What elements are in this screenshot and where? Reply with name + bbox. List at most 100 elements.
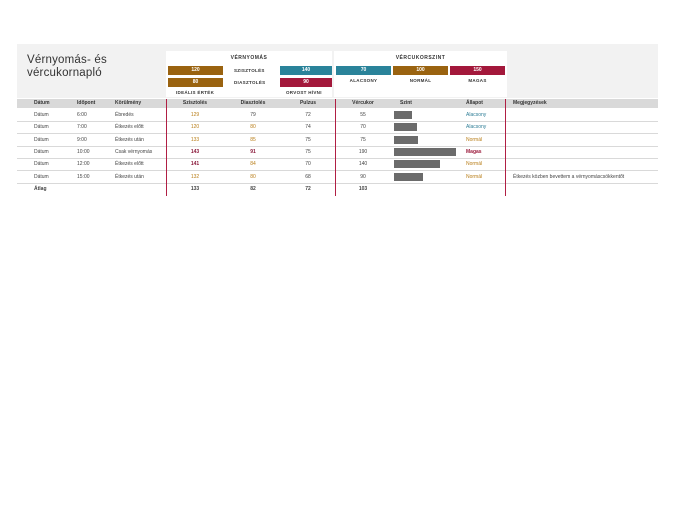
average-label: Átlag <box>34 186 47 192</box>
glucose-low-chip[interactable]: 70 <box>336 66 391 75</box>
col-systolic[interactable]: Szisztolés <box>182 100 208 106</box>
glucose-level-bar <box>394 172 424 181</box>
col-pulse[interactable]: Pulzus <box>299 100 317 106</box>
circumstance-cell: Étkezés előtt <box>115 124 144 131</box>
table-row[interactable]: Dátum 7:00 Étkezés előtt 120 80 74 70 Alacsony <box>17 121 658 135</box>
ideal-diastolic-chip[interactable]: 80 <box>168 78 223 87</box>
bp-summary-title: VÉRNYOMÁS <box>230 55 268 61</box>
circumstance-cell: Ébredés <box>115 112 134 118</box>
date-cell: Dátum <box>34 112 49 118</box>
col-time[interactable]: Időpont <box>77 100 96 106</box>
average-pulse: 72 <box>305 186 311 192</box>
time-cell: 15:00 <box>77 173 90 180</box>
bp-summary-box: VÉRNYOMÁS 120 80 SZISZTOLÉS DIASZTOLÉS 1… <box>166 51 332 97</box>
circumstance-cell: Étkezés után <box>115 136 144 143</box>
glucose-cell: 140 <box>358 161 368 168</box>
col-circumstance[interactable]: Körülmény <box>115 100 142 106</box>
ideal-systolic-chip[interactable]: 120 <box>168 66 223 75</box>
average-glucose: 103 <box>358 186 368 192</box>
call-doctor-label: ORVOST HÍVNI <box>286 90 322 95</box>
status-cell: Normál <box>466 161 483 168</box>
glucose-cell: 75 <box>360 136 366 143</box>
circumstance-cell: Csak vérnyomás <box>115 148 153 155</box>
date-cell: Dátum <box>34 124 49 131</box>
average-diastolic: 82 <box>250 186 256 192</box>
systolic-label: SZISZTOLÉS <box>234 68 265 73</box>
pulse-cell: 75 <box>305 136 311 143</box>
date-cell: Dátum <box>34 136 49 143</box>
glucose-divider-right <box>505 99 506 196</box>
systolic-cell: 132 <box>190 173 200 180</box>
pulse-cell: 74 <box>305 124 311 131</box>
circumstance-cell: Étkezés előtt <box>115 161 144 168</box>
glucose-high-chip[interactable]: 150 <box>450 66 505 75</box>
ideal-value-label: IDEÁLIS ÉRTÉK <box>176 90 215 95</box>
status-cell: Magas <box>466 148 482 155</box>
glucose-cell: 55 <box>360 112 366 118</box>
diastolic-cell: 84 <box>250 161 256 168</box>
status-cell: Normál <box>466 136 483 143</box>
col-diastolic[interactable]: Diasztolés <box>240 100 266 106</box>
doctor-systolic-chip[interactable]: 140 <box>280 66 332 75</box>
glucose-normal-chip[interactable]: 100 <box>393 66 448 75</box>
diastolic-cell: 91 <box>250 148 256 155</box>
table-row[interactable]: Dátum 9:00 Étkezés után 133 85 75 75 Normál <box>17 134 658 147</box>
glucose-level-bar <box>394 111 412 119</box>
notes-cell: Étkezés közben bevettem a vérnyomáscsökk… <box>513 173 625 180</box>
glucose-level-bar <box>394 147 456 156</box>
systolic-cell: 120 <box>190 124 200 131</box>
table-row[interactable]: Dátum 6:00 Ébredés 129 79 72 55 Alacsony <box>17 109 658 122</box>
glucose-level-bar <box>394 160 440 169</box>
glucose-normal-label: NORMÁL <box>409 78 432 83</box>
time-cell: 10:00 <box>77 148 90 155</box>
col-date[interactable]: Dátum <box>34 100 50 106</box>
average-systolic: 133 <box>190 186 200 192</box>
status-cell: Alacsony <box>466 112 487 118</box>
glucose-low-label: ALACSONY <box>349 78 378 83</box>
title-line-2: vércukornapló <box>27 67 102 79</box>
col-status[interactable]: Állapot <box>466 100 483 106</box>
col-notes[interactable]: Megjegyzések <box>513 100 547 106</box>
glucose-cell: 190 <box>358 148 368 155</box>
glucose-level-bar <box>394 123 417 132</box>
systolic-cell: 143 <box>190 148 200 155</box>
time-cell: 6:00 <box>77 112 87 118</box>
time-cell: 9:00 <box>77 136 87 143</box>
date-cell: Dátum <box>34 148 49 155</box>
date-cell: Dátum <box>34 173 49 180</box>
glucose-cell: 70 <box>360 124 366 131</box>
pulse-cell: 70 <box>305 161 311 168</box>
doctor-diastolic-chip[interactable]: 90 <box>280 78 332 87</box>
glucose-high-label: MAGAS <box>468 78 487 83</box>
pulse-cell: 68 <box>305 173 311 180</box>
page-title: Vérnyomás- és vércukornapló <box>27 54 107 80</box>
diastolic-cell: 80 <box>250 124 256 131</box>
time-cell: 12:00 <box>77 161 90 168</box>
title-line-1: Vérnyomás- és <box>27 54 107 66</box>
table-row[interactable]: Dátum 12:00 Étkezés előtt 141 84 70 140 Normál <box>17 158 658 172</box>
date-cell: Dátum <box>34 161 49 168</box>
bp-divider-left <box>166 99 167 196</box>
table-row[interactable]: Dátum 15:00 Étkezés után 132 80 68 90 Normál Étk… <box>17 171 658 184</box>
pulse-cell: 72 <box>305 112 311 118</box>
glucose-summary-title: VÉRCUKORSZINT <box>395 55 446 61</box>
glucose-cell: 90 <box>360 173 366 180</box>
col-glucose[interactable]: Vércukor <box>352 100 374 106</box>
diastolic-label: DIASZTOLÉS <box>234 80 266 85</box>
average-row: Átlag 133 82 72 103 <box>17 183 658 195</box>
status-cell: Normál <box>466 173 483 180</box>
diastolic-cell: 80 <box>250 173 256 180</box>
col-level[interactable]: Szint <box>400 100 412 106</box>
pulse-cell: 75 <box>305 148 311 155</box>
log-sheet: Vérnyomás- és vércukornapló VÉRNYOMÁS 12… <box>17 44 658 196</box>
diastolic-cell: 85 <box>250 136 256 143</box>
glucose-level-bar <box>394 135 419 144</box>
systolic-cell: 129 <box>190 112 200 118</box>
status-cell: Alacsony <box>466 124 487 131</box>
bp-divider-right <box>335 99 336 196</box>
circumstance-cell: Étkezés után <box>115 173 144 180</box>
time-cell: 7:00 <box>77 124 87 131</box>
diastolic-cell: 79 <box>250 112 256 118</box>
systolic-cell: 133 <box>190 136 200 143</box>
table-row[interactable]: Dátum 10:00 Csak vérnyomás 143 91 75 190 Magas <box>17 146 658 159</box>
